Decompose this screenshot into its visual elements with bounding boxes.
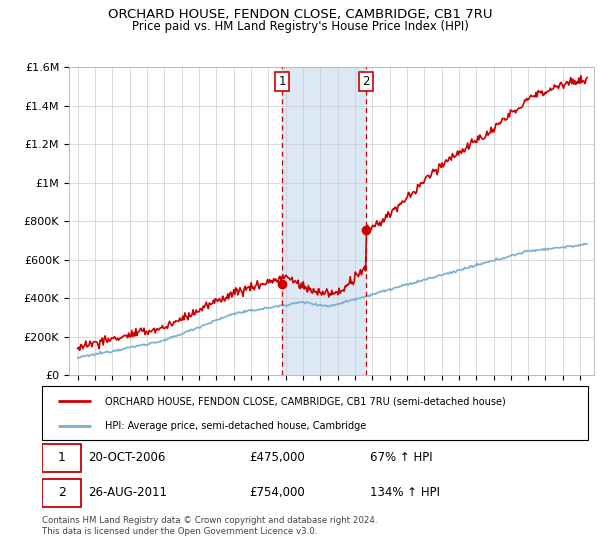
Text: 134% ↑ HPI: 134% ↑ HPI [370, 486, 440, 500]
Text: £475,000: £475,000 [250, 451, 305, 464]
Text: Price paid vs. HM Land Registry's House Price Index (HPI): Price paid vs. HM Land Registry's House … [131, 20, 469, 33]
Text: 1: 1 [58, 451, 65, 464]
Bar [282, 67, 366, 375]
FancyBboxPatch shape [42, 479, 82, 507]
Text: 20-OCT-2006: 20-OCT-2006 [88, 451, 166, 464]
Text: 2: 2 [362, 75, 370, 88]
Text: 1: 1 [278, 75, 286, 88]
FancyBboxPatch shape [42, 444, 82, 472]
Text: HPI: Average price, semi-detached house, Cambridge: HPI: Average price, semi-detached house,… [105, 421, 366, 431]
Text: Contains HM Land Registry data © Crown copyright and database right 2024.
This d: Contains HM Land Registry data © Crown c… [42, 516, 377, 536]
FancyBboxPatch shape [42, 386, 588, 440]
Text: ORCHARD HOUSE, FENDON CLOSE, CAMBRIDGE, CB1 7RU (semi-detached house): ORCHARD HOUSE, FENDON CLOSE, CAMBRIDGE, … [105, 396, 506, 407]
Text: ORCHARD HOUSE, FENDON CLOSE, CAMBRIDGE, CB1 7RU: ORCHARD HOUSE, FENDON CLOSE, CAMBRIDGE, … [108, 8, 492, 21]
Text: 67% ↑ HPI: 67% ↑ HPI [370, 451, 432, 464]
Text: 2: 2 [58, 486, 65, 500]
Text: 26-AUG-2011: 26-AUG-2011 [88, 486, 167, 500]
Text: £754,000: £754,000 [250, 486, 305, 500]
